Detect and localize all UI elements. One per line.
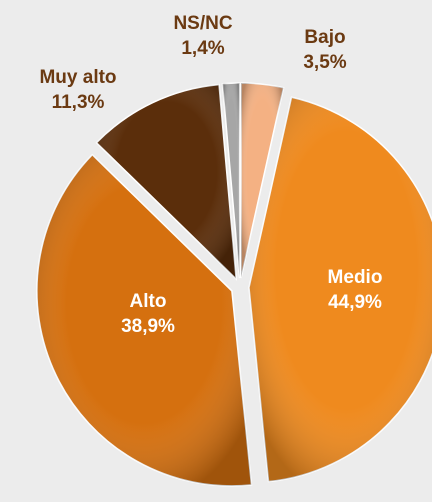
slice-label: Muy alto [39, 67, 116, 88]
slice-value-label: 38,9% [121, 316, 175, 337]
slice-label: NS/NC [173, 13, 232, 34]
slice-label: Bajo [304, 27, 345, 48]
slice-shade [96, 84, 237, 279]
slice-label: Medio [328, 267, 383, 288]
slice-shade [240, 83, 284, 279]
slice-shade [36, 154, 252, 486]
slice-shade [248, 97, 432, 482]
slice-value-label: 3,5% [303, 52, 346, 73]
slice-value-label: 11,3% [52, 92, 105, 113]
slice-value-label: 44,9% [328, 292, 382, 313]
slice-value-label: 1,4% [181, 38, 224, 59]
slice-label: Alto [130, 291, 167, 312]
slice-shade [222, 83, 240, 279]
